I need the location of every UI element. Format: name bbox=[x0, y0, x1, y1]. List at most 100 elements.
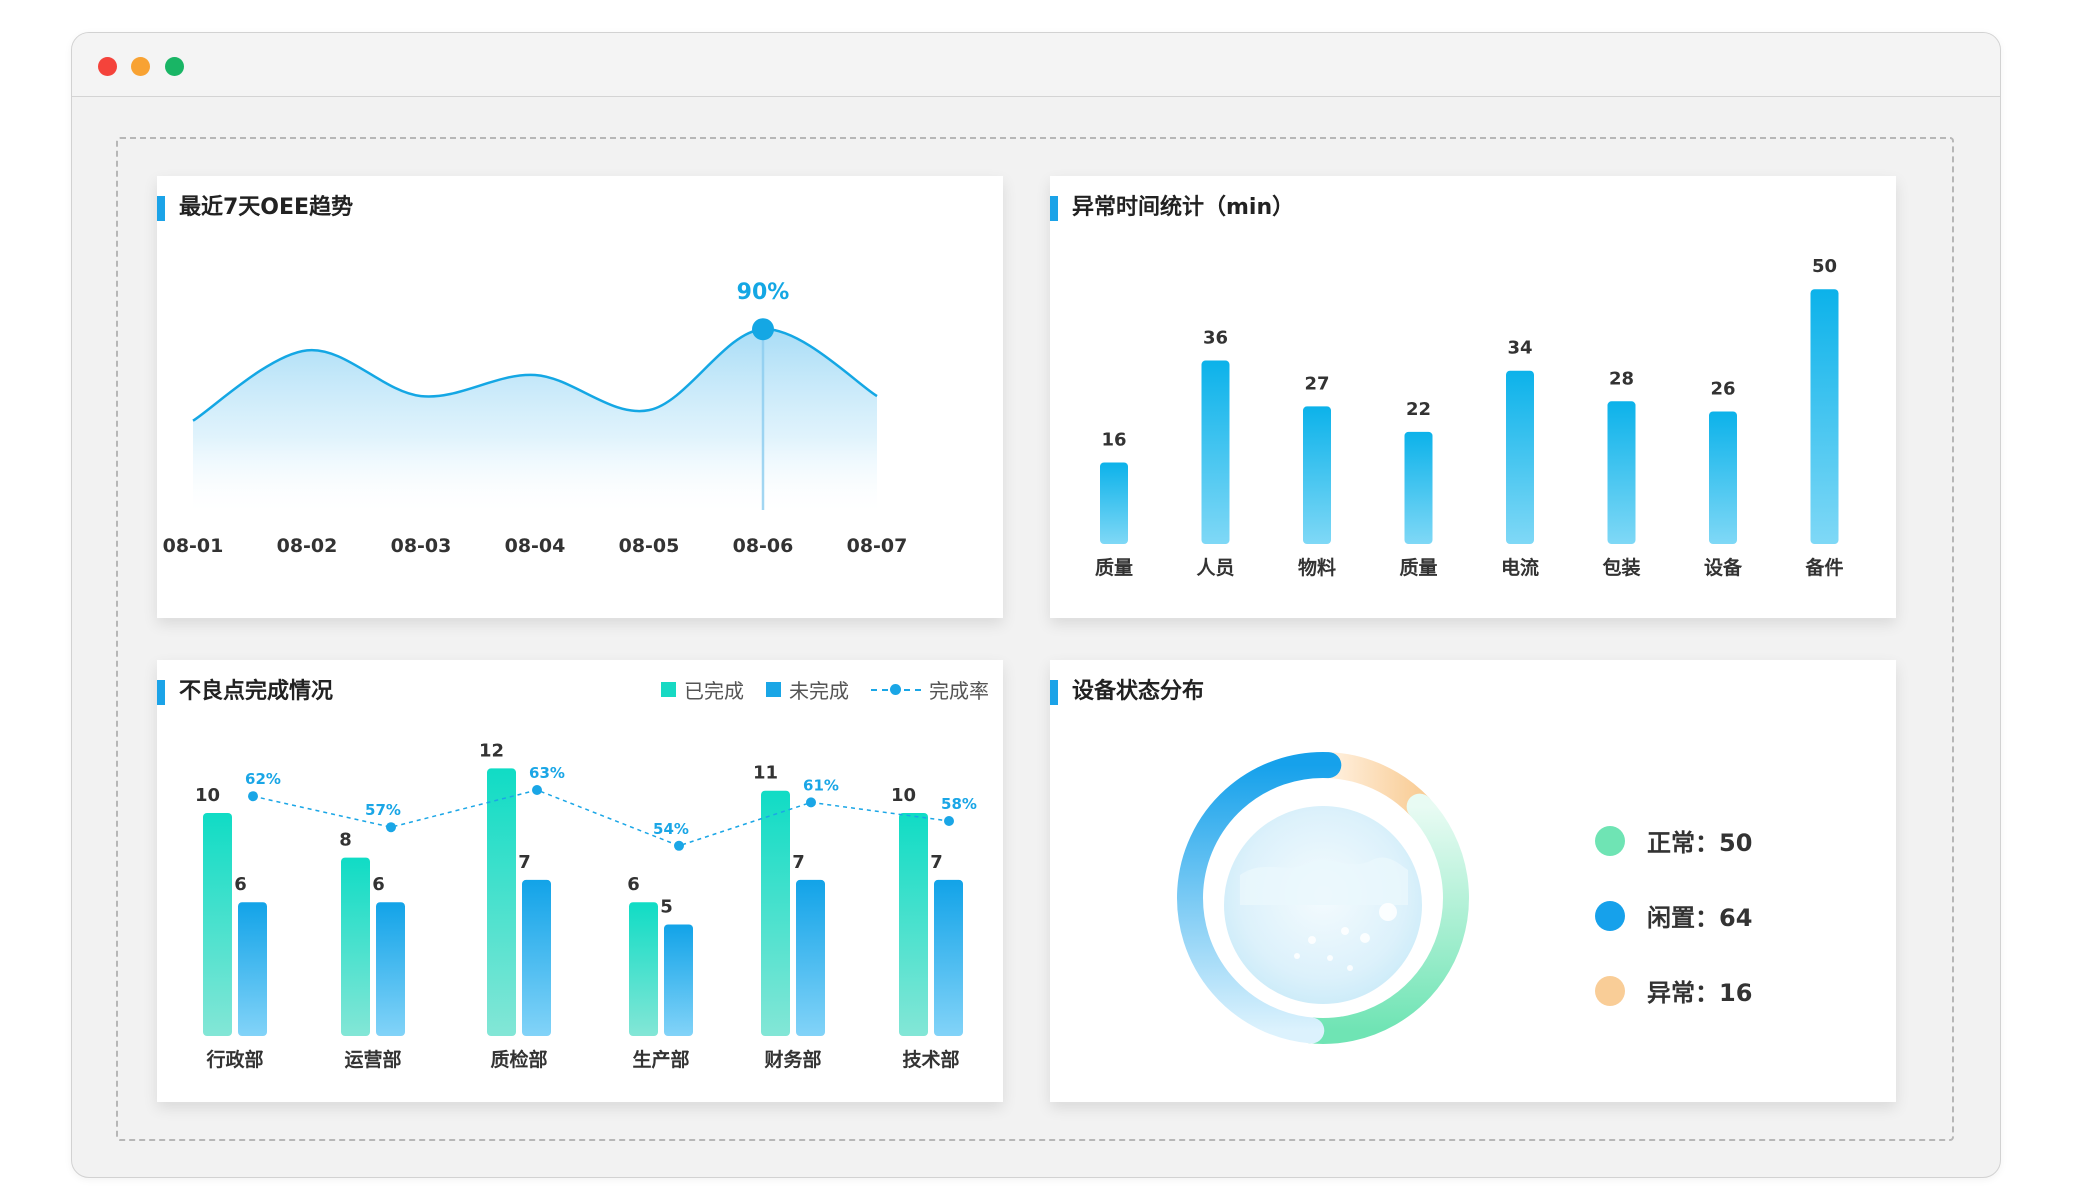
uncompleted-bar-value: 6 bbox=[234, 874, 247, 895]
completion-rate-point bbox=[386, 822, 396, 833]
abnormal-x-tick-label: 质量 bbox=[1095, 557, 1133, 579]
completion-rate-label: 58% bbox=[941, 795, 977, 813]
uncompleted-bar bbox=[238, 902, 267, 1036]
bubble-dot bbox=[1360, 933, 1370, 943]
uncompleted-bar bbox=[664, 924, 693, 1036]
defect-x-tick-label: 技术部 bbox=[902, 1048, 959, 1071]
oee-trend-chart[interactable]: 90% 08-01 08-02 08-03 08-04 08-05 08-06 08-07 bbox=[157, 176, 1003, 618]
device-slice-idle bbox=[1177, 752, 1342, 1044]
abnormal-time-panel: 异常时间统计（min） 16 质量 36 人员 27 物料 22 质量 34 电流 28 包装 26 设备… bbox=[1050, 176, 1896, 618]
uncompleted-bar-value: 5 bbox=[660, 897, 673, 918]
oee-x-tick-label: 08-04 bbox=[505, 535, 566, 557]
bubble-dot bbox=[1327, 955, 1333, 961]
completed-bar bbox=[761, 790, 790, 1036]
abnormal-x-tick-label: 物料 bbox=[1298, 556, 1336, 579]
legend-item-uncompleted[interactable]: 未完成 bbox=[766, 675, 849, 704]
abnormal-bar-value: 27 bbox=[1304, 373, 1329, 394]
defect-x-tick-label: 行政部 bbox=[205, 1048, 263, 1071]
abnormal-x-tick-label: 质量 bbox=[1399, 557, 1437, 579]
oee-x-tick-label: 08-02 bbox=[277, 535, 338, 557]
legend-item-abnormal[interactable]: 异常：16 bbox=[1595, 973, 1752, 1008]
completed-bar-value: 10 bbox=[891, 785, 916, 806]
legend-swatch-uncompleted bbox=[766, 682, 781, 697]
abnormal-bar bbox=[1709, 411, 1737, 544]
uncompleted-bar bbox=[522, 879, 551, 1036]
abnormal-bar bbox=[1810, 289, 1839, 544]
oee-x-tick-label: 08-06 bbox=[733, 535, 794, 557]
legend-label-idle: 闲置：64 bbox=[1647, 904, 1753, 932]
maximize-window-button[interactable] bbox=[165, 57, 184, 76]
abnormal-bar bbox=[1303, 406, 1331, 544]
completed-bar bbox=[341, 857, 370, 1036]
device-status-donut[interactable] bbox=[1050, 660, 1550, 1102]
abnormal-bar-value: 36 bbox=[1203, 328, 1228, 349]
oee-x-tick-label: 08-07 bbox=[847, 535, 908, 557]
legend-item-normal[interactable]: 正常：50 bbox=[1595, 823, 1752, 858]
device-status-panel: 设备状态分布 bbox=[1050, 660, 1896, 1102]
abnormal-bar bbox=[1404, 431, 1433, 544]
abnormal-bar-value: 22 bbox=[1406, 399, 1431, 420]
completion-rate-label: 63% bbox=[529, 764, 565, 782]
oee-x-tick-label: 08-03 bbox=[391, 535, 452, 557]
abnormal-bar bbox=[1201, 360, 1230, 544]
device-slice-normal bbox=[1298, 793, 1469, 1044]
abnormal-bar bbox=[1506, 370, 1534, 544]
legend-item-idle[interactable]: 闲置：64 bbox=[1595, 898, 1752, 933]
abnormal-x-tick-label: 包装 bbox=[1602, 556, 1640, 579]
completion-rate-point bbox=[532, 785, 542, 795]
device-status-legend: 正常：50 闲置：64 异常：16 bbox=[1595, 823, 1752, 1008]
legend-label-completion-rate: 完成率 bbox=[929, 679, 989, 703]
legend-item-completed[interactable]: 已完成 bbox=[661, 675, 744, 704]
abnormal-time-chart[interactable]: 16 质量 36 人员 27 物料 22 质量 34 电流 28 包装 26 设备 50 备件 bbox=[1050, 176, 1896, 618]
legend-dot-normal bbox=[1595, 825, 1625, 856]
completed-bar bbox=[629, 902, 658, 1036]
oee-area-fill bbox=[193, 329, 877, 510]
abnormal-time-title: 异常时间统计（min） bbox=[1050, 194, 1294, 222]
abnormal-bar-value: 28 bbox=[1609, 368, 1634, 389]
uncompleted-bar bbox=[934, 879, 963, 1036]
legend-label-uncompleted: 未完成 bbox=[789, 679, 849, 703]
minimize-window-button[interactable] bbox=[131, 57, 150, 76]
abnormal-bar-value: 50 bbox=[1812, 256, 1837, 277]
bubble-dot bbox=[1308, 936, 1316, 944]
completed-bar-value: 6 bbox=[627, 874, 640, 895]
completion-rate-label: 54% bbox=[653, 820, 689, 838]
device-status-title: 设备状态分布 bbox=[1050, 678, 1204, 706]
legend-item-completion-rate[interactable]: 完成率 bbox=[871, 675, 989, 704]
defect-legend: 已完成 未完成 完成率 bbox=[661, 675, 989, 704]
window-titlebar bbox=[72, 33, 2000, 97]
abnormal-bar bbox=[1607, 401, 1636, 544]
defect-completion-chart[interactable]: 106行政部86运营部127质检部65生产部117财务部107技术部62%57%… bbox=[157, 660, 1003, 1102]
bubble-dot bbox=[1294, 953, 1300, 959]
bubble-dot bbox=[1379, 903, 1397, 921]
completed-bar-value: 11 bbox=[753, 763, 778, 784]
completion-rate-point bbox=[248, 791, 258, 802]
legend-swatch-completion-rate bbox=[871, 683, 921, 696]
abnormal-bar-value: 34 bbox=[1507, 338, 1532, 359]
abnormal-x-tick-label: 人员 bbox=[1196, 557, 1234, 579]
completion-rate-point bbox=[806, 797, 816, 808]
uncompleted-bar bbox=[376, 902, 405, 1036]
close-window-button[interactable] bbox=[98, 57, 117, 76]
completed-bar bbox=[203, 813, 232, 1036]
defect-completion-title: 不良点完成情况 bbox=[157, 678, 333, 706]
oee-highlight-point bbox=[752, 318, 774, 341]
abnormal-x-tick-label: 设备 bbox=[1704, 556, 1743, 579]
oee-x-tick-label: 08-01 bbox=[163, 535, 224, 557]
oee-highlight-label: 90% bbox=[737, 280, 790, 305]
device-slice-abnormal bbox=[1315, 752, 1433, 820]
completed-bar-value: 10 bbox=[195, 785, 220, 806]
browser-window: 最近7天OEE趋势 90% 08-01 08-02 08-03 08-04 08-05 08… bbox=[71, 32, 2001, 1178]
defect-completion-panel: 不良点完成情况 已完成 未完成 完成率 10 6 行政部 8 6 运营部 12 7 质检部 6 5 生… bbox=[157, 660, 1003, 1102]
completed-bar-value: 12 bbox=[479, 740, 504, 761]
completion-rate-label: 61% bbox=[803, 776, 839, 794]
completion-rate-line bbox=[252, 789, 950, 847]
legend-dot-idle bbox=[1595, 900, 1625, 931]
completed-bar bbox=[487, 768, 516, 1036]
uncompleted-bar bbox=[796, 879, 825, 1036]
oee-trend-title: 最近7天OEE趋势 bbox=[157, 194, 353, 222]
completed-bar bbox=[899, 813, 928, 1036]
bubble-dot bbox=[1341, 927, 1349, 935]
legend-label-normal: 正常：50 bbox=[1647, 829, 1753, 857]
uncompleted-bar-value: 7 bbox=[792, 852, 805, 873]
